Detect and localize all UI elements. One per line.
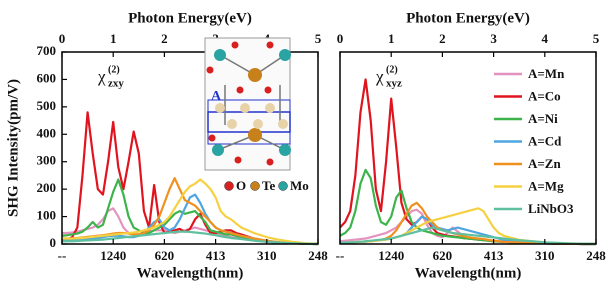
x-tick-label: 620 — [433, 248, 453, 263]
annotation-symbol: χ — [97, 67, 106, 86]
y-tick-label: 0 — [50, 235, 57, 250]
y-tick-label: 400 — [37, 125, 57, 140]
x-tick-label: -- — [336, 248, 345, 263]
inset-legend-label: Te — [262, 178, 275, 193]
x-axis-title: Wavelength(nm) — [415, 265, 522, 281]
top-x-tick-label: 0 — [59, 31, 66, 46]
x-tick-label: 1240 — [100, 248, 126, 263]
inset-legend-marker — [279, 182, 288, 191]
x-tick-label: 310 — [535, 248, 555, 263]
x-tick-label: 1240 — [378, 248, 404, 263]
inset-legend-label: Mo — [290, 178, 309, 193]
y-axis-title: SHG Intensity(pm/V) — [5, 79, 21, 217]
top-x-tick-label: 5 — [593, 31, 600, 46]
top-x-tick-label: 3 — [490, 31, 497, 46]
x-tick-label: 620 — [155, 248, 175, 263]
top-x-tick-label: 5 — [315, 31, 322, 46]
y-tick-label: 700 — [37, 43, 57, 58]
legend-label: A=Mn — [528, 66, 565, 81]
x-tick-label: 248 — [308, 248, 328, 263]
top-x-tick-label: 2 — [439, 31, 446, 46]
chart: --12406204133102480123450100200300400500… — [0, 0, 609, 284]
legend-label: A=Mg — [528, 178, 564, 193]
inset-site-label: A — [211, 89, 222, 104]
x-tick-label: 310 — [257, 248, 277, 263]
annotation-sup: (2) — [108, 64, 120, 75]
top-x-tick-label: 1 — [110, 31, 117, 46]
x-tick-label: 413 — [484, 248, 504, 263]
annotation-symbol: χ — [375, 67, 384, 86]
legend-label: LiNbO3 — [528, 201, 574, 216]
x-tick-label: 413 — [206, 248, 226, 263]
legend-label: A=Zn — [528, 156, 561, 171]
crystal-inset: A O Te Mo — [205, 38, 309, 193]
inset-legend-label: O — [236, 178, 246, 193]
inset-legend-marker — [251, 182, 260, 191]
top-axis-title: Photon Energy(eV) — [128, 10, 252, 26]
top-axis-title: Photon Energy(eV) — [406, 10, 530, 26]
y-tick-label: 100 — [37, 208, 57, 223]
annotation-sub: zxy — [108, 78, 124, 90]
top-x-tick-label: 1 — [388, 31, 395, 46]
top-x-tick-label: 4 — [542, 31, 549, 46]
y-tick-label: 200 — [37, 180, 57, 195]
x-tick-label: -- — [58, 248, 67, 263]
top-x-tick-label: 0 — [337, 31, 344, 46]
x-tick-label: 248 — [586, 248, 606, 263]
y-tick-label: 500 — [37, 98, 57, 113]
y-tick-label: 300 — [37, 153, 57, 168]
top-x-tick-label: 2 — [161, 31, 168, 46]
inset-legend-marker — [225, 182, 234, 191]
annotation-sup: (2) — [386, 64, 398, 75]
annotation-sub: xyz — [386, 78, 402, 90]
legend-label: A=Co — [528, 88, 561, 103]
y-tick-label: 600 — [37, 70, 57, 85]
x-axis-title: Wavelength(nm) — [137, 265, 244, 281]
legend-label: A=Ni — [528, 111, 558, 126]
legend-label: A=Cd — [528, 133, 562, 148]
